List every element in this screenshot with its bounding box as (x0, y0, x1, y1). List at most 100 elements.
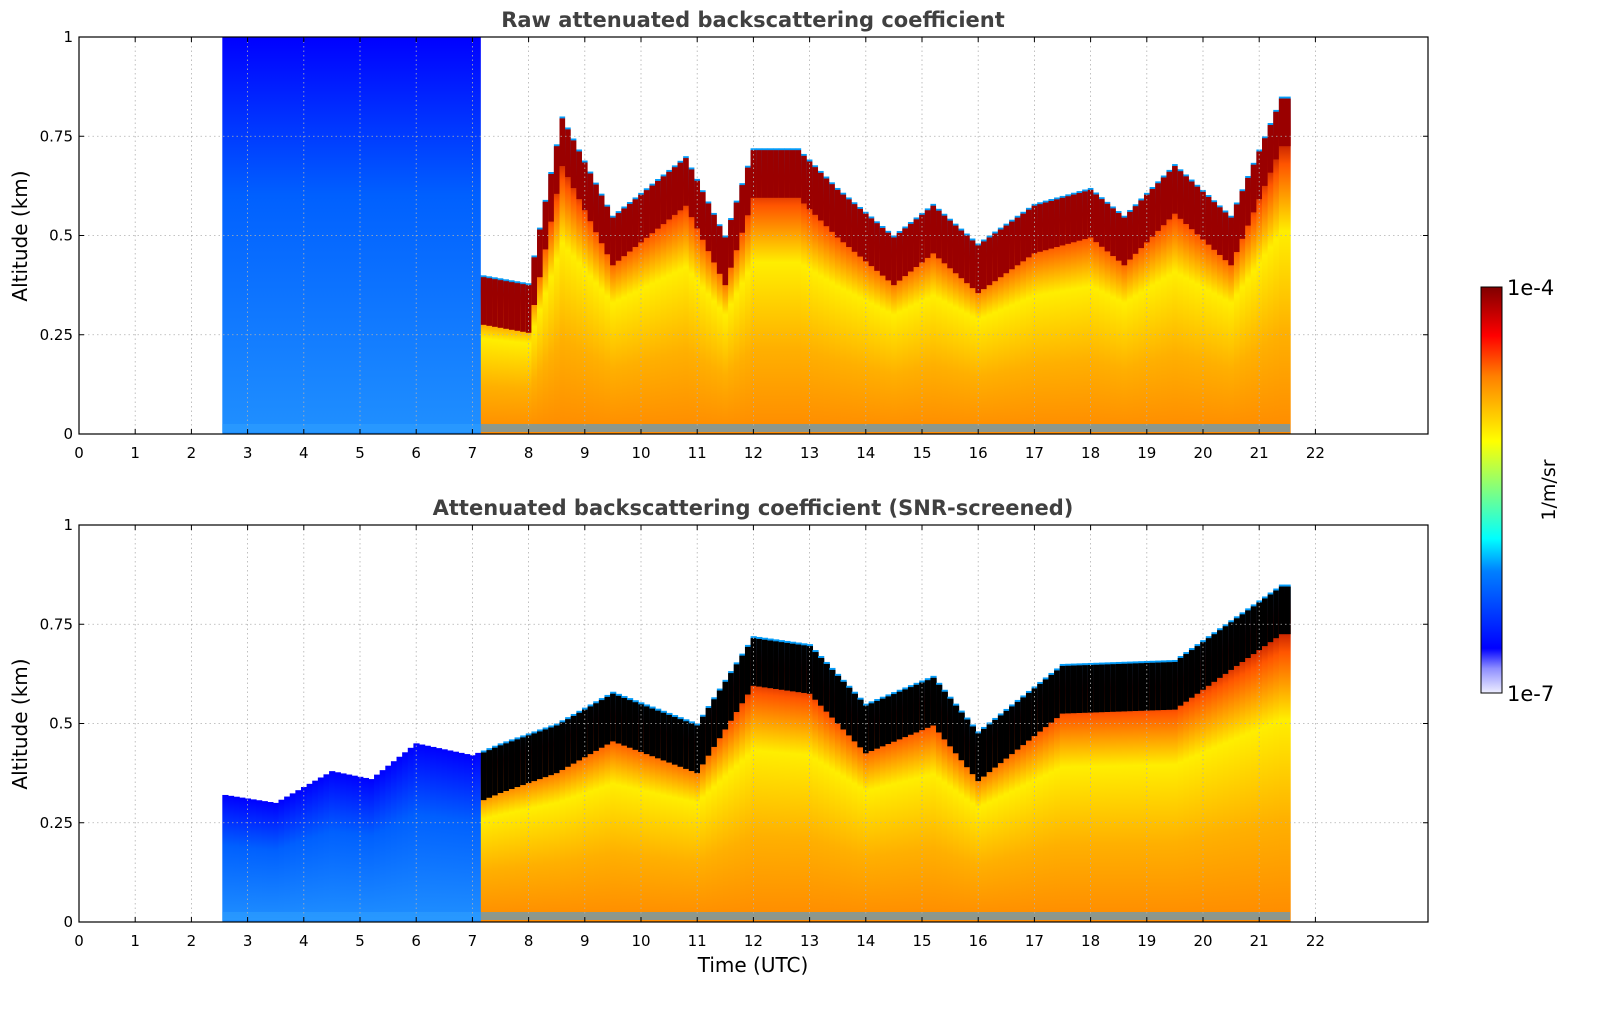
clear-sky (761, 37, 769, 149)
heatmap-column (559, 116, 566, 434)
clear-sky (1104, 37, 1111, 202)
cloud-layer (795, 150, 802, 198)
clear-sky (1054, 37, 1061, 198)
heatmap-column (469, 755, 476, 922)
cloud-layer (1138, 200, 1145, 249)
heatmap-column (1194, 644, 1201, 922)
heatmap-column (1020, 211, 1027, 434)
heatmap-column (475, 752, 482, 922)
heatmap-column (784, 148, 791, 434)
heatmap-column (1014, 215, 1021, 434)
heatmap-column (435, 37, 443, 434)
heatmap-column (430, 37, 437, 434)
heatmap-column (936, 682, 943, 922)
heatmap-column (632, 700, 639, 922)
clear-sky (789, 37, 797, 149)
heatmap-column (840, 192, 847, 434)
clear-sky (851, 37, 858, 203)
heatmap-column (329, 771, 336, 922)
cloud-layer (1048, 674, 1055, 723)
heatmap-column (728, 218, 735, 434)
heatmap-column (1267, 123, 1274, 434)
cloud-layer (480, 277, 488, 325)
heatmap-column (1222, 624, 1229, 922)
cloud-layer (486, 750, 493, 798)
x-tick-label: 2 (187, 444, 197, 462)
cloud-layer (1115, 663, 1123, 712)
clear-sky (503, 37, 510, 280)
cloud-layer (902, 228, 909, 277)
cloud-layer (1054, 199, 1061, 248)
heatmap-column (924, 678, 932, 922)
x-tick-label: 4 (299, 444, 309, 462)
x-tick-label: 5 (355, 932, 365, 950)
heatmap-column (1183, 174, 1190, 434)
cloud-layer (969, 240, 976, 289)
heatmap-column (958, 710, 965, 922)
cloud-layer (907, 223, 915, 272)
cloud-layer (1200, 191, 1207, 240)
cloud-layer (553, 146, 561, 194)
cloud-layer (1020, 213, 1027, 262)
heatmap-column (1228, 620, 1235, 922)
clear-sky (1262, 37, 1269, 137)
heatmap-column (317, 777, 325, 922)
cloud-layer (964, 719, 971, 768)
cloud-layer (565, 129, 572, 178)
heatmap-column (705, 706, 712, 922)
heatmap-column (891, 692, 898, 922)
cloud-layer (655, 710, 662, 759)
cloud-layer (919, 214, 926, 263)
heatmap-column (458, 752, 465, 922)
cloud-layer (1194, 186, 1201, 235)
cloud-layer (739, 655, 746, 704)
heatmap-column (907, 685, 915, 922)
heatmap-column (778, 640, 785, 922)
clear-sky (981, 37, 988, 240)
heatmap-column (306, 783, 313, 922)
heatmap-column (874, 699, 881, 922)
cloud-layer (1082, 665, 1089, 713)
cloud-layer (492, 279, 499, 327)
clear-sky (1020, 37, 1027, 212)
cloud-layer (1149, 662, 1156, 711)
heatmap-column (340, 37, 347, 434)
heatmap-column (941, 213, 948, 434)
heatmap-column (374, 774, 381, 922)
cloud-layer (593, 703, 600, 751)
heatmap-column (997, 713, 1005, 922)
clear-sky (632, 37, 639, 198)
cloud-layer (733, 202, 740, 251)
clear-sky (1025, 37, 1033, 208)
heatmap-column (570, 713, 577, 922)
heatmap-column (514, 281, 521, 434)
cloud-layer (492, 747, 499, 796)
clear-sky (688, 37, 695, 168)
cloud-layer (497, 280, 504, 328)
cloud-layer (1127, 663, 1134, 712)
heatmap-column (1217, 628, 1224, 922)
clear-sky (660, 37, 667, 175)
cloud-layer (1233, 618, 1241, 666)
x-tick-label: 6 (411, 444, 421, 462)
cloud-layer (722, 237, 729, 286)
heatmap-column (986, 235, 993, 434)
x-tick-label: 17 (1025, 932, 1044, 950)
heatmap-column (581, 707, 589, 922)
y-axis-label: Altitude (km) (8, 170, 32, 301)
heatmap-column (1205, 195, 1213, 434)
heatmap-column (643, 188, 651, 434)
heatmap-column (1245, 608, 1252, 922)
cloud-layer (1160, 662, 1168, 711)
cloud-layer (975, 733, 982, 782)
heatmap-column (598, 698, 606, 922)
heatmap-column (621, 206, 628, 434)
cloud-layer (767, 150, 774, 198)
clear-sky (581, 37, 589, 161)
cloud-layer (610, 217, 617, 266)
cloud-layer (1160, 177, 1168, 226)
heatmap-column (1031, 203, 1038, 434)
cloud-layer (514, 739, 521, 788)
cloud-layer (891, 694, 898, 742)
